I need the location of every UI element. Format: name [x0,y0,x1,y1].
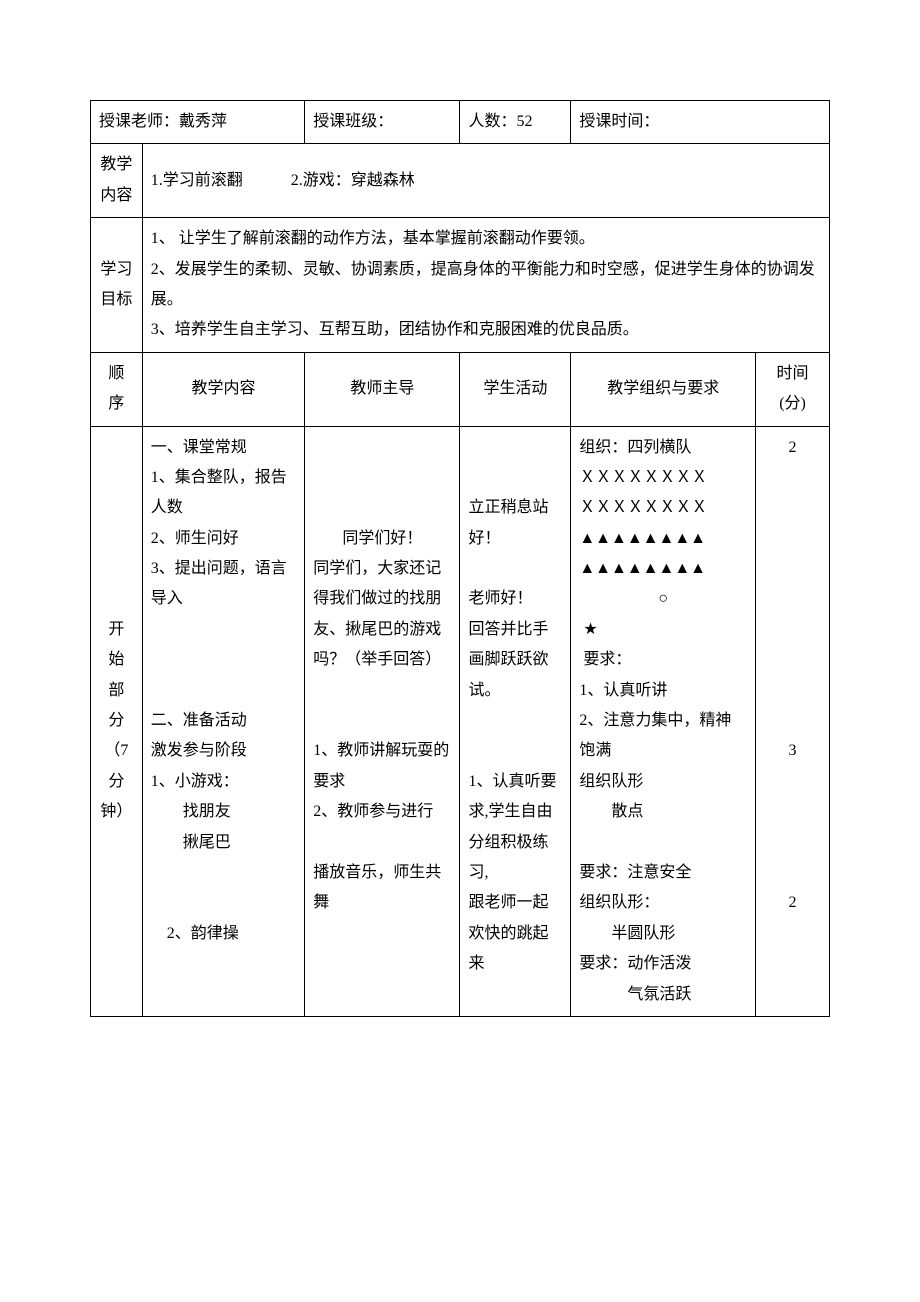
section-1-content: 一、课堂常规 1、集合整队，报告人数 2、师生问好 3、提出问题，语言导入 二、… [142,426,305,1016]
s1-g1a: 找朋友 [151,797,297,827]
goal-1: 1、 让学生了解前滚翻的动作方法，基本掌握前滚翻动作要领。 [151,224,821,254]
s1-t3: 1、教师讲解玩耍的要求 [313,736,451,797]
s1-r3: 要求：注意安全 [579,858,747,888]
s1-row-x2: ＸＸＸＸＸＸＸＸ [579,493,747,523]
teaching-content-label: 教学 内容 [91,144,143,218]
people-cell: 人数：52 [460,101,571,144]
s1-circle: ○ [579,584,747,614]
s1-l1: 1、集合整队，报告人数 [151,463,297,524]
s1-g1b: 揪尾巴 [151,828,297,858]
time-3: 2 [764,888,821,918]
time-label: 授课时间： [579,113,659,130]
people-value: 52 [517,113,533,130]
section-1-label: 开 始 部 分 （7分 钟） [91,426,143,1016]
s1-t1: 同学们好！ [313,524,451,554]
s1-row-x1: ＸＸＸＸＸＸＸＸ [579,463,747,493]
s1-r4: 要求：动作活泼 [579,949,747,979]
s1-l2: 2、师生问好 [151,524,297,554]
teaching-content-body: 1.学习前滚翻 2.游戏：穿越森林 [142,144,829,218]
info-row: 授课老师：戴秀萍 授课班级： 人数：52 授课时间： [91,101,830,144]
teacher-cell: 授课老师：戴秀萍 [91,101,305,144]
s1-g2: 2、韵律操 [151,919,297,949]
s1-r2: 2、注意力集中，精神饱满 [579,706,747,767]
s1-s5: 跟老师一起欢快的跳起来 [468,888,562,979]
s1-o2a: 散点 [579,797,747,827]
s1-s2: 老师好！ [468,584,562,614]
lesson-plan-table: 授课老师：戴秀萍 授课班级： 人数：52 授课时间： 教学 内容 1.学习前滚翻… [90,100,830,1017]
time-1: 2 [764,433,821,463]
s1-t2: 同学们，大家还记得我们做过的找朋友、揪尾巴的游戏吗？（举手回答） [313,554,451,676]
s1-h1: 一、课堂常规 [151,433,297,463]
s1-o2: 组织队形 [579,767,747,797]
section-1-teacher: 同学们好！ 同学们，大家还记得我们做过的找朋友、揪尾巴的游戏吗？（举手回答） 1… [305,426,460,1016]
section-1-org: 组织：四列横队 ＸＸＸＸＸＸＸＸ ＸＸＸＸＸＸＸＸ ▲▲▲▲▲▲▲▲ ▲▲▲▲▲… [571,426,756,1016]
s1-t4: 2、教师参与进行 [313,797,451,827]
s1-row-tri1: ▲▲▲▲▲▲▲▲ [579,524,747,554]
time-2: 3 [764,736,821,766]
class-label: 授课班级： [313,113,393,130]
column-header-row: 顺 序 教学内容 教师主导 学生活动 教学组织与要求 时间 (分) [91,352,830,426]
s1-star: ★ [579,615,747,645]
s1-s3: 回答并比手画脚跃跃欲试。 [468,615,562,706]
s1-o3a: 半圆队形 [579,919,747,949]
section-1-student: 立正稍息站好！ 老师好！ 回答并比手画脚跃跃欲试。 1、认真听要求,学生自由分组… [460,426,571,1016]
s1-row-tri2: ▲▲▲▲▲▲▲▲ [579,554,747,584]
tc-item1: 1.学习前滚翻 [151,172,243,189]
s1-h2: 二、准备活动 [151,706,297,736]
hdr-time: 时间 (分) [756,352,830,426]
s1-s1: 立正稍息站好！ [468,493,562,554]
hdr-teacher: 教师主导 [305,352,460,426]
hdr-org: 教学组织与要求 [571,352,756,426]
people-label: 人数： [468,113,516,130]
teacher-label: 授课老师： [99,113,179,130]
s1-g1: 1、小游戏： [151,767,297,797]
teaching-content-row: 教学 内容 1.学习前滚翻 2.游戏：穿越森林 [91,144,830,218]
goal-3: 3、培养学生自主学习、互帮互助，团结协作和克服困难的优良品质。 [151,315,821,345]
section-1-row: 开 始 部 分 （7分 钟） 一、课堂常规 1、集合整队，报告人数 2、师生问好… [91,426,830,1016]
s1-o1: 组织：四列横队 [579,433,747,463]
hdr-student: 学生活动 [460,352,571,426]
teacher-value: 戴秀萍 [179,113,227,130]
s1-req-label: 要求： [579,645,747,675]
s1-o3: 组织队形： [579,888,747,918]
class-cell: 授课班级： [305,101,460,144]
s1-t5: 播放音乐，师生共舞 [313,858,451,919]
s1-r4a: 气氛活跃 [579,980,747,1010]
s1-l3: 3、提出问题，语言导入 [151,554,297,615]
learning-goals-row: 学习 目标 1、 让学生了解前滚翻的动作方法，基本掌握前滚翻动作要领。 2、发展… [91,218,830,353]
hdr-content: 教学内容 [142,352,305,426]
section-1-times: 2 3 2 [756,426,830,1016]
hdr-seq: 顺 序 [91,352,143,426]
s1-s4: 1、认真听要求,学生自由分组积极练习, [468,767,562,889]
learning-goals-label: 学习 目标 [91,218,143,353]
goal-2: 2、发展学生的柔韧、灵敏、协调素质，提高身体的平衡能力和时空感，促进学生身体的协… [151,255,821,316]
tc-item2: 2.游戏：穿越森林 [291,172,415,189]
s1-sub: 激发参与阶段 [151,736,297,766]
learning-goals-body: 1、 让学生了解前滚翻的动作方法，基本掌握前滚翻动作要领。 2、发展学生的柔韧、… [142,218,829,353]
s1-r1: 1、认真听讲 [579,676,747,706]
time-cell: 授课时间： [571,101,830,144]
